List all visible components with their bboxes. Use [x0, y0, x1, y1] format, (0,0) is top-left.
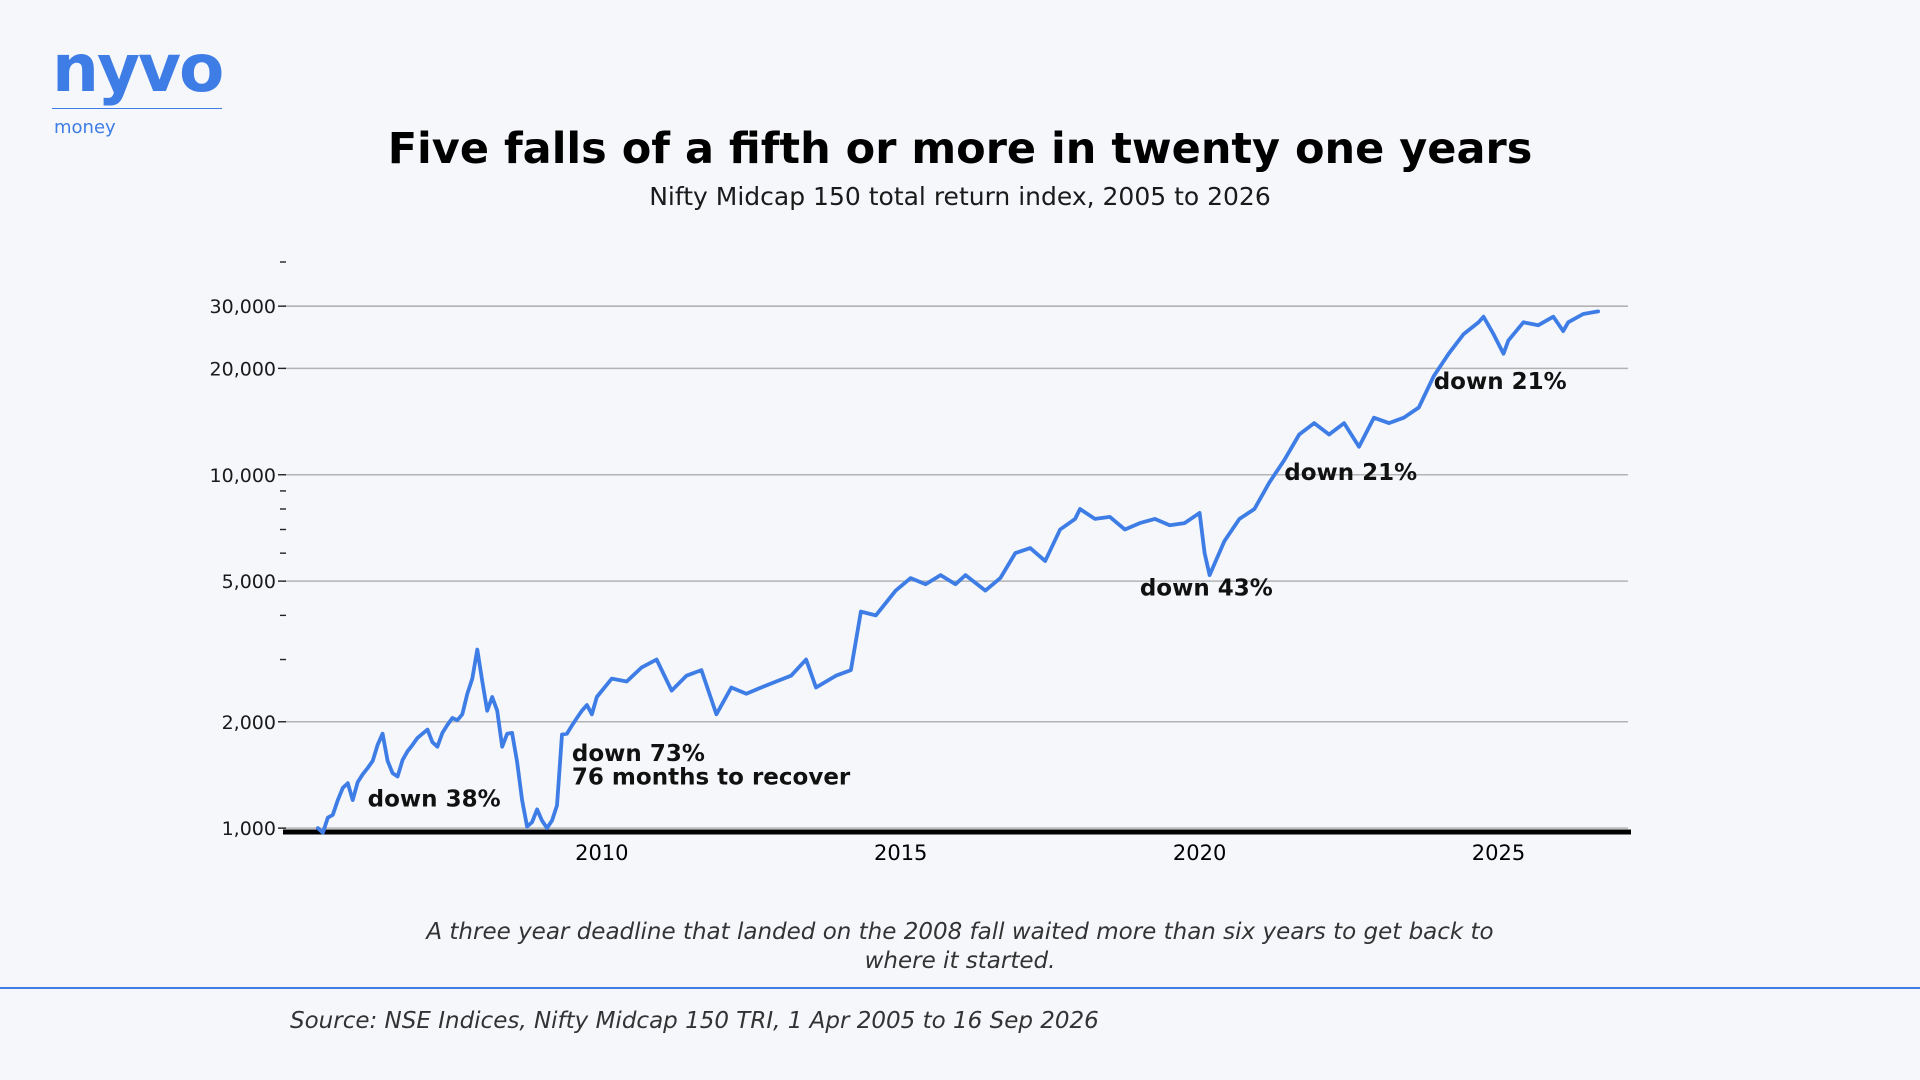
y-tick-labels: 1,000 2,000 5,000 10,000 20,000 30,000	[210, 296, 276, 840]
footnote: A three year deadline that landed on the…	[426, 919, 1494, 974]
y-tick-label: 10,000	[210, 465, 276, 487]
brand-tagline: money	[54, 117, 116, 138]
grid-lines	[283, 305, 1628, 829]
y-tick-label: 1,000	[222, 818, 276, 840]
annotations: down 38% down 73%76 months to recover down…	[368, 369, 1567, 813]
brand-wordmark: nyvo	[52, 30, 224, 107]
annotation-label: down 73%	[572, 741, 705, 767]
y-tick-label: 20,000	[210, 358, 276, 380]
source-note: Source: NSE Indices, Nifty Midcap 150 TR…	[290, 1008, 1099, 1034]
x-tick-label: 2025	[1472, 841, 1525, 865]
y-tick-label: 2,000	[222, 712, 276, 734]
x-tick-labels: 2010 2015 2020 2025	[575, 841, 1525, 865]
annotation-label: down 21%	[1434, 369, 1567, 395]
minor-ticks	[278, 261, 286, 829]
y-tick-label: 30,000	[210, 296, 276, 318]
x-tick-label: 2020	[1173, 841, 1226, 865]
y-tick-label: 5,000	[222, 571, 276, 593]
annotation-label: down 38%	[368, 787, 501, 813]
brand-logo: nyvo money	[52, 36, 232, 138]
x-tick-label: 2010	[575, 841, 628, 865]
series-layer	[315, 309, 1600, 835]
annotation-label: 76 months to recover	[572, 764, 851, 790]
annotation-label: down 43%	[1140, 576, 1273, 602]
series-line	[315, 309, 1600, 835]
divider-line	[0, 987, 1920, 989]
brand-rule	[52, 108, 222, 109]
chart-title: Five falls of a fifth or more in twenty …	[387, 124, 1533, 174]
chart-subtitle: Nifty Midcap 150 total return index, 200…	[649, 182, 1271, 211]
annotation-label: down 21%	[1284, 460, 1417, 486]
x-tick-label: 2015	[874, 841, 927, 865]
